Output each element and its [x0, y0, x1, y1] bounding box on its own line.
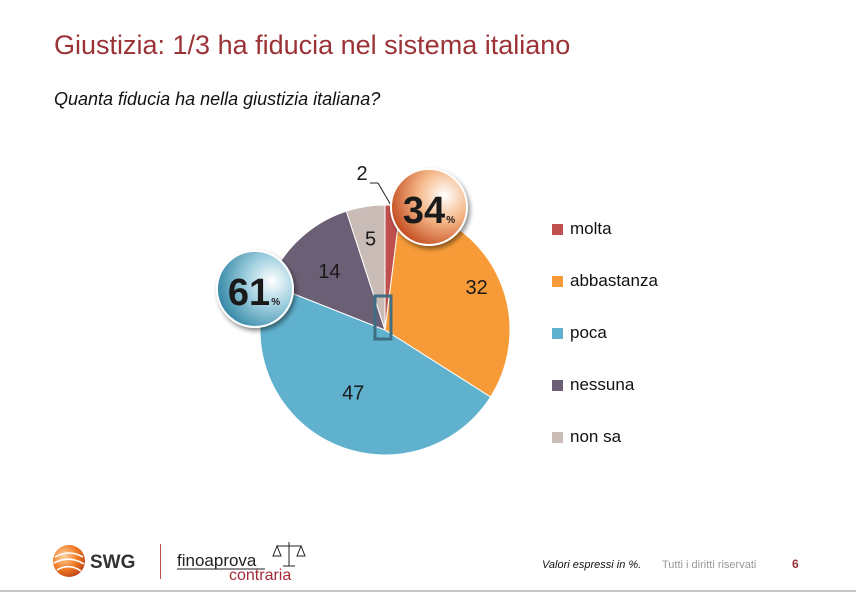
bottom-rule: [0, 590, 856, 592]
legend-label: molta: [570, 219, 612, 238]
slice-label-poca: 47: [342, 382, 364, 404]
footer-note: Valori espressi in %.: [542, 559, 642, 571]
legend-item-abbastanza: abbastanza: [552, 255, 658, 307]
scales-icon: [272, 542, 306, 567]
swg-logo-text: SWG: [90, 552, 135, 573]
legend-swatch: [552, 275, 563, 287]
chart-legend: molta abbastanza poca nessuna non sa: [552, 203, 658, 463]
legend-label: non sa: [570, 427, 622, 446]
footer-rights: Tutti i diritti riservati: [662, 559, 757, 571]
question-subtitle: Quanta fiducia ha nella giustizia italia…: [54, 89, 381, 109]
slice-label-nessuna: 14: [318, 261, 340, 283]
legend-swatch: [552, 327, 563, 339]
legend-label: abbastanza: [570, 271, 658, 290]
legend-item-non-sa: non sa: [552, 411, 658, 463]
summary-positive-value: 34: [403, 190, 445, 232]
svg-text:61%: 61%: [228, 272, 280, 314]
slice-label-non-sa: 5: [365, 229, 376, 251]
legend-label: nessuna: [570, 375, 635, 394]
legend-item-poca: poca: [552, 307, 658, 359]
legend-item-molta: molta: [552, 203, 658, 255]
slice-label-abbastanza: 32: [465, 277, 487, 299]
summary-positive-unit: %: [446, 215, 455, 226]
summary-bubble-negative: [216, 250, 294, 328]
pie-slice-poca: [259, 283, 492, 456]
legend-label: poca: [570, 323, 607, 342]
fino-logo-bottom: contraria: [229, 567, 291, 582]
summary-bubble-positive: [390, 168, 468, 246]
center-highlight-box: [373, 294, 393, 341]
legend-swatch: [552, 223, 563, 235]
swg-logo: SWG: [53, 545, 135, 577]
fino-logo-top: finoaprova: [177, 551, 257, 570]
finoaprovacontraria-logo: finoaprova contraria: [177, 542, 306, 582]
summary-negative-value: 61: [228, 272, 270, 314]
legend-swatch: [552, 431, 563, 443]
legend-swatch: [552, 379, 563, 391]
legend-item-nessuna: nessuna: [552, 359, 658, 411]
page-number: 6: [792, 557, 799, 571]
summary-negative-unit: %: [271, 297, 280, 308]
footer-divider: [160, 544, 161, 579]
page-title: Giustizia: 1/3 ha fiducia nel sistema it…: [54, 30, 571, 60]
leader-line-molta-2: [377, 182, 393, 208]
slice-label-molta: 2: [356, 163, 367, 185]
svg-text:34%: 34%: [403, 190, 455, 232]
